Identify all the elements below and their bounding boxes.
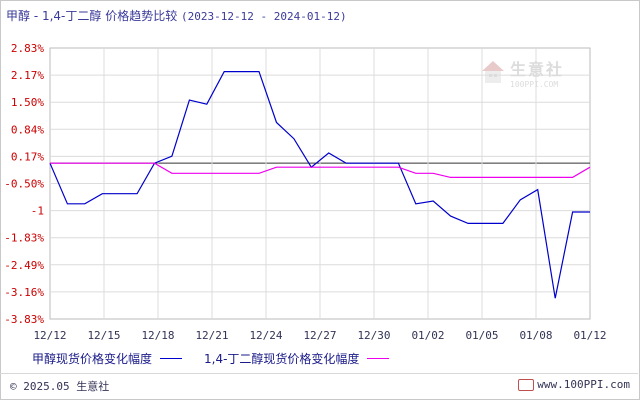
line-chart: 2.83% 2.17% 1.50% 0.84% 0.17% -0.50% -1 -1.83% -… (4, 42, 606, 340)
x-tick-label: 01/02 (411, 329, 444, 340)
y-tick-label: 2.17% (11, 69, 44, 82)
y-tick-label: 0.17% (11, 150, 44, 163)
x-tick-label: 12/15 (87, 329, 120, 340)
copyright-text: © 2025.05 生意社 (10, 380, 110, 393)
series-line-2 (50, 162, 591, 178)
x-tick-label: 01/05 (465, 329, 498, 340)
legend-swatch-series-1 (160, 358, 183, 359)
x-tick-label: 12/27 (303, 329, 336, 340)
x-tick-label: 12/18 (141, 329, 174, 340)
y-tick-label: -1.83% (4, 232, 44, 245)
x-tick-label: 01/12 (573, 329, 606, 340)
y-tick-label: 2.83% (11, 42, 44, 55)
legend-label-series-2: 1,4-丁二醇现货价格变化幅度 (204, 352, 360, 366)
y-tick-label: -1 (31, 205, 44, 218)
chart-title: 甲醇 - 1,4-丁二醇 价格趋势比较 (2023-12-12 - 2024-0… (6, 7, 347, 24)
legend-item-series-2: 1,4-丁二醇现货价格变化幅度 (204, 350, 390, 367)
y-tick-label: -2.49% (4, 259, 44, 272)
y-tick-label: -3.16% (4, 286, 44, 299)
legend-label-series-1: 甲醇现货价格变化幅度 (32, 352, 153, 366)
chart-title-range: (2023-12-12 - 2024-01-12) (181, 10, 347, 23)
chart-legend: 甲醇现货价格变化幅度 1,4-丁二醇现货价格变化幅度 (32, 350, 411, 367)
legend-item-series-1: 甲醇现货价格变化幅度 (32, 350, 183, 367)
y-tick-label: -3.83% (4, 313, 44, 326)
legend-swatch-series-2 (367, 358, 390, 359)
x-tick-label: 01/08 (519, 329, 552, 340)
y-tick-label: -0.50% (4, 178, 44, 191)
x-tick-label: 12/12 (33, 329, 66, 340)
footer-divider (0, 373, 638, 374)
site-logo-icon (518, 378, 535, 391)
x-tick-label: 12/30 (357, 329, 390, 340)
x-tick-label: 12/24 (249, 329, 282, 340)
x-tick-label: 12/21 (195, 329, 228, 340)
series-line-1 (49, 70, 590, 299)
y-tick-label: 0.84% (11, 123, 44, 136)
website-text[interactable]: www.100PPI.com (537, 378, 630, 391)
watermark-site: 100PPI.COM (510, 79, 559, 89)
y-tick-label: 1.50% (11, 96, 44, 109)
website-link[interactable]: www.100PPI.com (518, 378, 630, 391)
chart-title-main: 甲醇 - 1,4-丁二醇 价格趋势比较 (6, 9, 178, 23)
